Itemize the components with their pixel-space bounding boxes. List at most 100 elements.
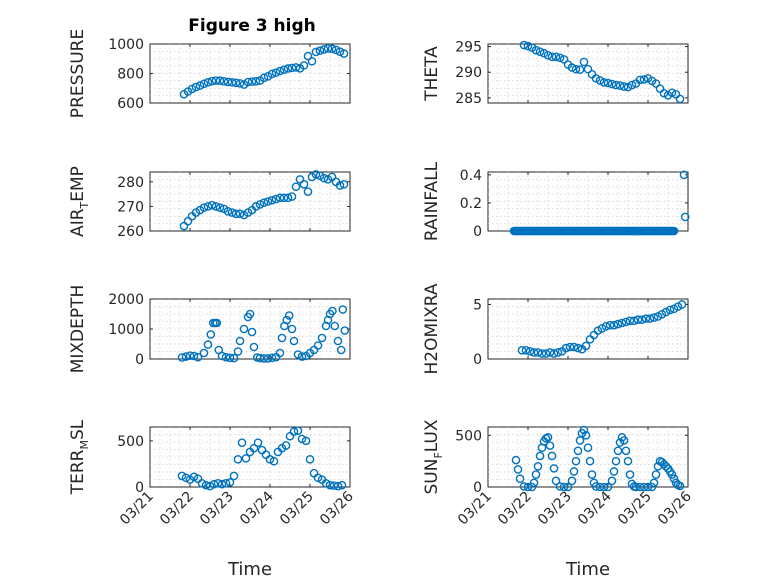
data-point xyxy=(227,208,237,217)
data-point xyxy=(581,430,591,440)
y-axis-label-subscript: T xyxy=(78,201,91,209)
data-point xyxy=(625,470,635,479)
data-point xyxy=(599,78,609,87)
data-point xyxy=(311,170,321,179)
data-point xyxy=(335,47,345,56)
data-point xyxy=(217,351,227,361)
data-point xyxy=(649,478,659,488)
data-point xyxy=(669,474,679,484)
data-point xyxy=(223,77,233,87)
data-point xyxy=(189,351,199,361)
data-point xyxy=(275,193,285,203)
data-point xyxy=(599,482,609,492)
y-axis-label-tail: SL xyxy=(68,419,88,440)
data-point xyxy=(573,446,583,456)
data-point xyxy=(513,465,523,474)
data-point xyxy=(571,64,581,74)
data-point xyxy=(327,44,337,54)
data-point xyxy=(259,354,269,363)
data-point xyxy=(203,202,213,211)
data-point xyxy=(284,311,294,320)
y-tick-label: 2000 xyxy=(108,292,144,308)
data-point xyxy=(333,481,343,491)
data-point xyxy=(241,454,251,463)
x-tick-label: 03/24 xyxy=(575,488,615,528)
data-point xyxy=(203,340,213,349)
data-point xyxy=(647,482,657,492)
data-point xyxy=(243,77,253,87)
y-axis-label-main: SUN xyxy=(422,459,442,495)
data-point xyxy=(669,226,679,236)
data-point xyxy=(571,456,581,466)
data-point xyxy=(271,68,281,77)
data-point xyxy=(595,482,605,492)
data-point xyxy=(329,481,339,490)
data-point xyxy=(275,66,285,76)
data-point xyxy=(289,427,299,436)
y-tick-label: 1000 xyxy=(108,37,144,53)
data-point xyxy=(209,479,219,489)
y-axis-label-main: AIR xyxy=(68,208,88,237)
y-tick-label: 290 xyxy=(455,65,482,81)
y-axis-label-tail: EMP xyxy=(68,166,88,202)
data-point xyxy=(311,47,321,57)
y-tick-label: 5 xyxy=(473,297,482,313)
data-point xyxy=(591,482,601,491)
data-point xyxy=(517,345,527,355)
data-point xyxy=(613,446,623,456)
data-point xyxy=(567,63,577,72)
y-tick-label: 260 xyxy=(117,224,144,240)
data-point xyxy=(583,443,593,452)
data-point xyxy=(189,472,199,482)
data-point xyxy=(335,181,345,190)
axes-container: 600 800 1000 PRESSURE 285 290 295 THETA 260 270 28… xyxy=(68,29,695,580)
data-point xyxy=(217,479,227,489)
data-point xyxy=(609,467,619,476)
x-tick-label: 03/23 xyxy=(535,489,575,529)
data-point xyxy=(195,81,205,90)
data-point xyxy=(249,342,259,352)
data-point xyxy=(645,314,655,323)
data-point xyxy=(235,336,245,346)
data-point xyxy=(331,45,341,55)
data-point xyxy=(675,94,685,104)
data-point xyxy=(249,443,259,453)
data-point xyxy=(303,187,313,196)
data-point xyxy=(521,345,531,355)
data-point xyxy=(515,474,525,484)
data-point xyxy=(215,76,225,86)
data-point xyxy=(545,441,555,450)
x-tick-label: 03/25 xyxy=(615,489,655,529)
data-point xyxy=(551,52,561,62)
data-point xyxy=(293,426,303,435)
data-point xyxy=(330,321,340,331)
y-tick-label: 600 xyxy=(117,96,144,112)
data-point xyxy=(219,77,229,86)
data-point xyxy=(235,209,245,219)
data-point xyxy=(635,75,645,85)
data-point xyxy=(187,84,197,94)
x-tick-label: 03/24 xyxy=(237,488,277,528)
data-point xyxy=(325,480,335,490)
y-axis-label: AIRTEMP xyxy=(68,166,91,237)
data-point xyxy=(233,347,243,356)
data-point xyxy=(227,78,237,87)
data-point xyxy=(245,309,255,319)
data-point xyxy=(679,170,689,180)
data-point xyxy=(519,40,529,50)
data-point xyxy=(649,313,659,322)
data-point xyxy=(279,65,289,74)
y-tick-label: 500 xyxy=(117,434,144,450)
data-point xyxy=(223,207,233,216)
data-point xyxy=(625,316,635,326)
data-point xyxy=(617,318,627,328)
y-tick-label: 0 xyxy=(473,352,482,368)
data-point xyxy=(313,341,323,350)
y-tick-label: 800 xyxy=(117,67,144,83)
data-point xyxy=(619,82,629,91)
data-point xyxy=(201,480,211,490)
data-point xyxy=(225,353,235,363)
data-point xyxy=(177,471,187,481)
data-point xyxy=(319,45,329,54)
y-tick-label: 1000 xyxy=(108,322,144,338)
